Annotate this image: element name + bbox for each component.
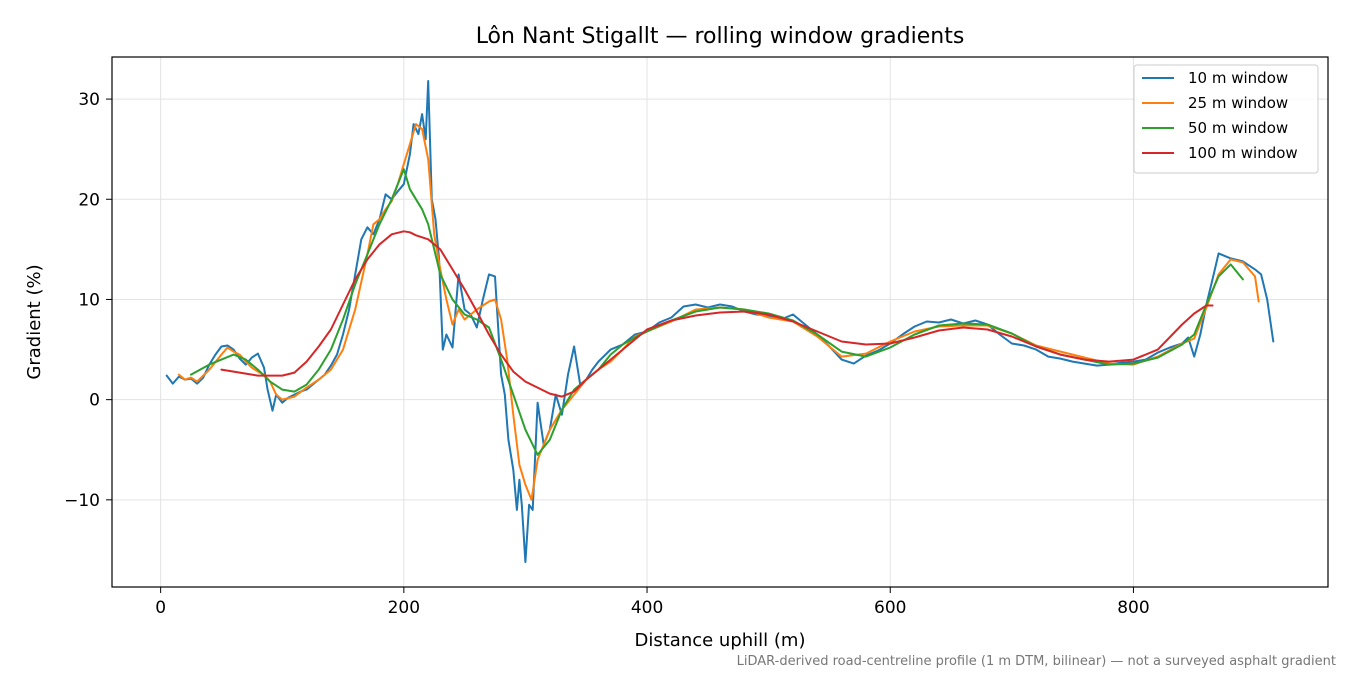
- y-tick-label: −10: [64, 491, 100, 511]
- series-line-100-m-window: [220, 230, 1214, 398]
- plot-frame: [111, 56, 1329, 588]
- x-axis-label: Distance uphill (m): [635, 630, 806, 651]
- y-tick-label: 0: [89, 391, 100, 411]
- legend-entry: 10 m window: [1188, 69, 1288, 87]
- x-tick-label: 600: [874, 598, 906, 618]
- gridlines: [112, 57, 1328, 587]
- chart-title: Lôn Nant Stigallt — rolling window gradi…: [476, 24, 965, 49]
- legend: 10 m window 25 m window 50 m window 100 m w…: [1133, 64, 1319, 174]
- x-tick-label: 800: [1117, 598, 1149, 618]
- legend-entry: 50 m window: [1188, 119, 1288, 137]
- footnote: LiDAR-derived road-centreline profile (1…: [737, 654, 1336, 669]
- x-tick-label: 400: [631, 598, 663, 618]
- legend-entry: 25 m window: [1188, 94, 1288, 112]
- series-lines: [165, 80, 1275, 563]
- legend-entry: 100 m window: [1188, 144, 1298, 162]
- y-tick-label: 20: [78, 190, 100, 210]
- legend-box: [1133, 64, 1319, 174]
- x-tick-label: 0: [155, 598, 166, 618]
- y-axis-label: Gradient (%): [24, 264, 45, 379]
- y-tick-label: 30: [78, 90, 100, 110]
- y-tick-label: 10: [78, 290, 100, 310]
- x-tick-label: 200: [388, 598, 420, 618]
- axis-ticks: 0 200 400 600 800 −10 0 10 20 30: [64, 90, 1150, 618]
